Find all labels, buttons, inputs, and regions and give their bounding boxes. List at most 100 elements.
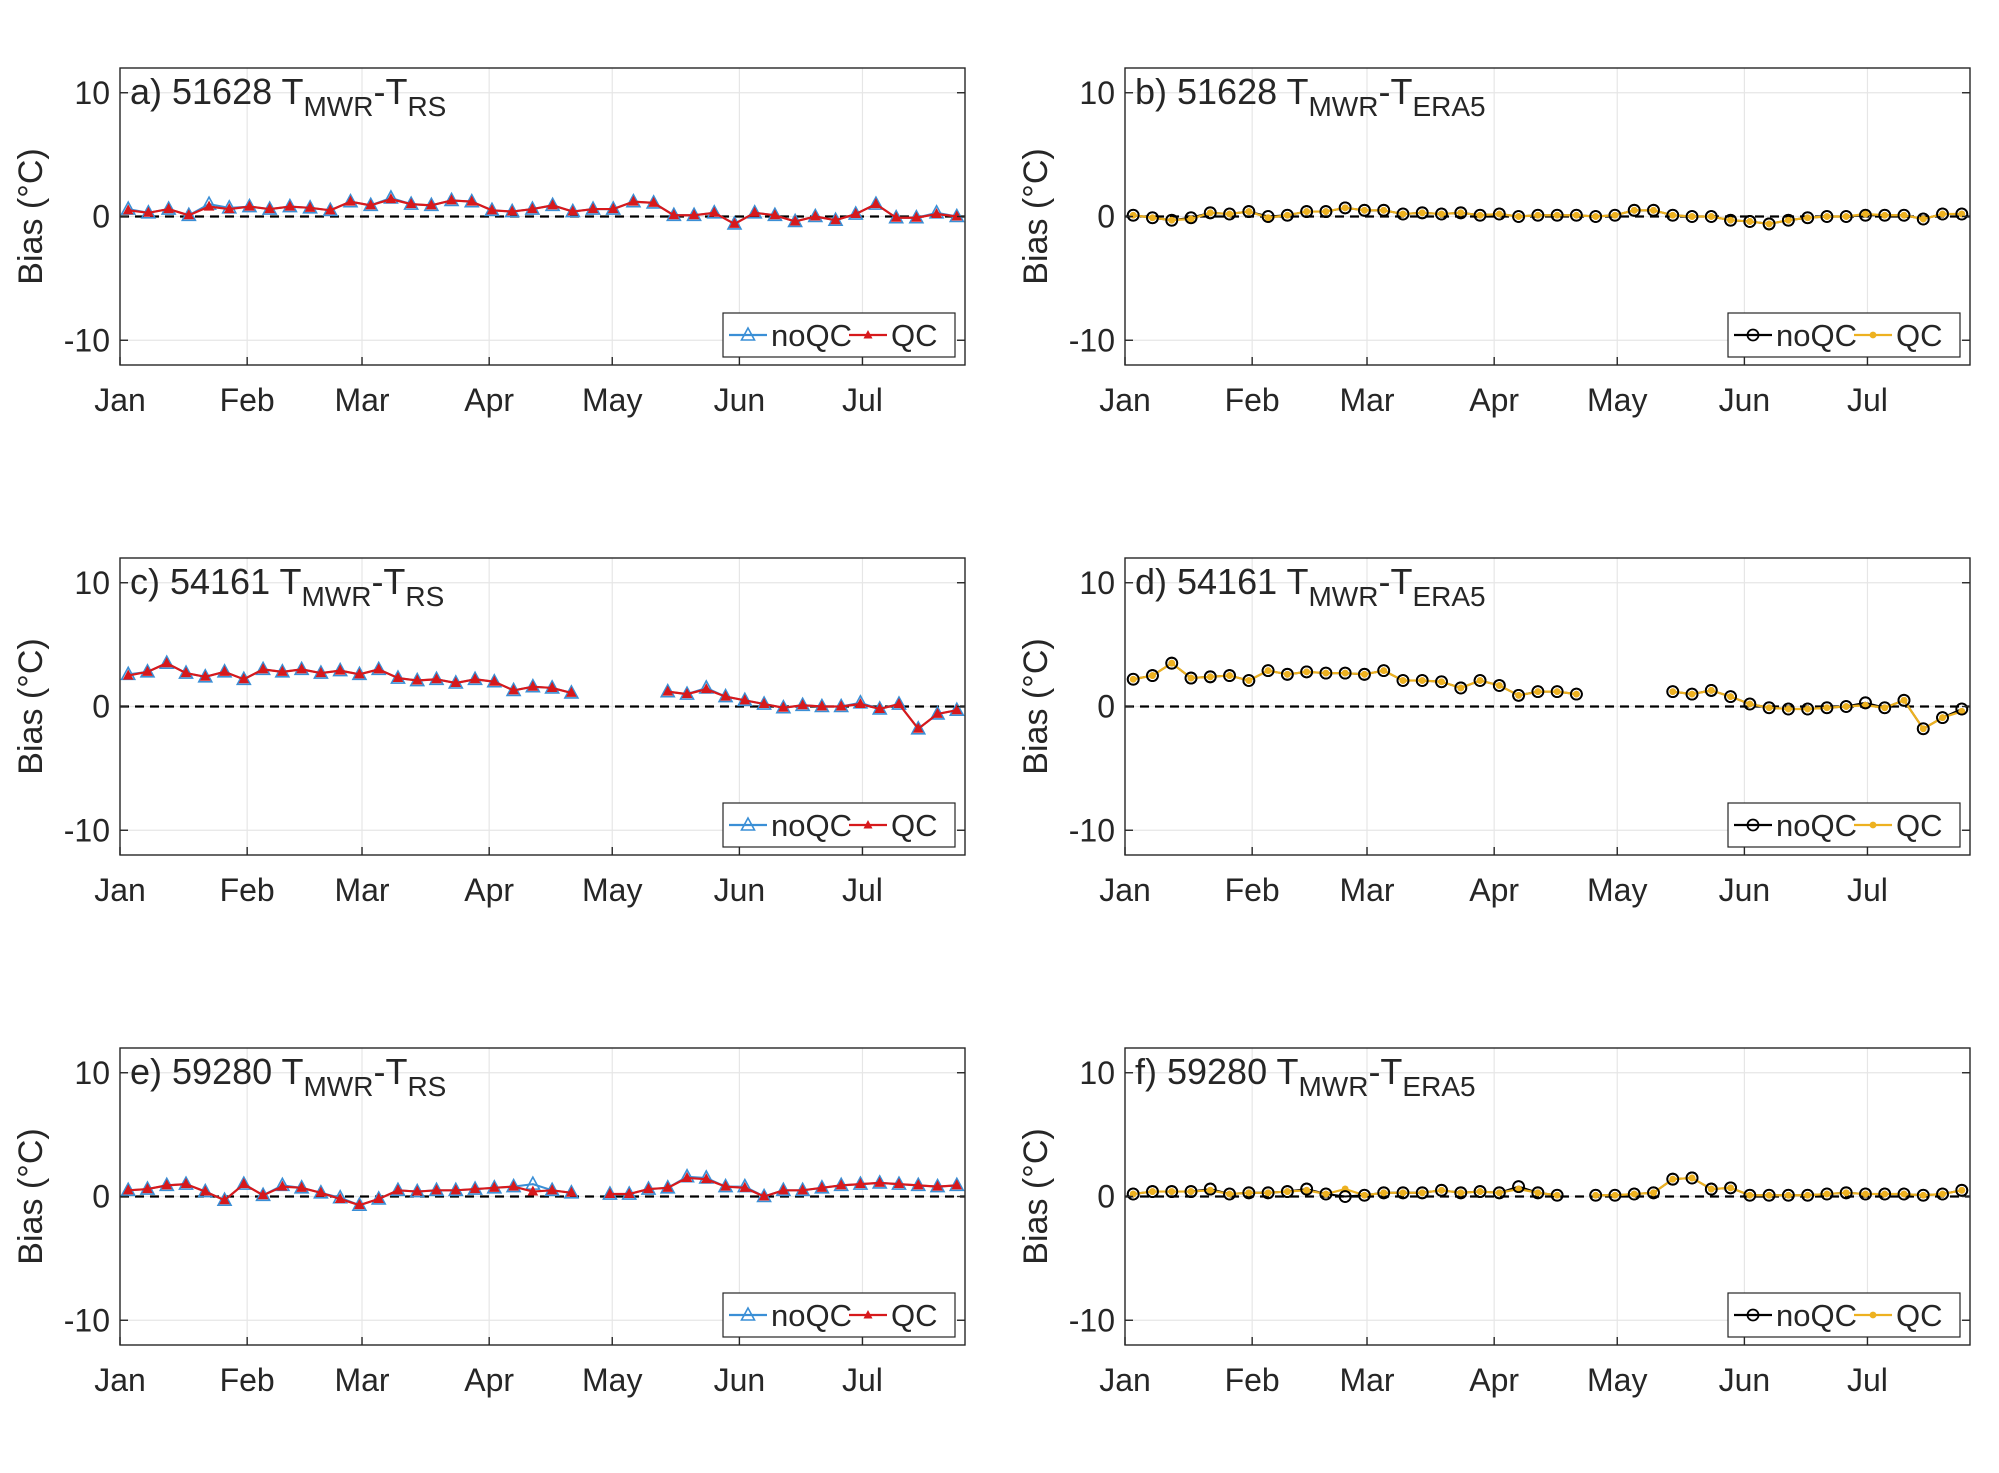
y-axis-label: Bias (°C) (12, 148, 50, 284)
data-point (720, 1180, 731, 1191)
data-point (411, 674, 423, 685)
data-point (1897, 208, 1911, 222)
data-point (835, 1179, 847, 1190)
data-point (1900, 211, 1908, 219)
data-point (469, 673, 481, 684)
data-point (1473, 208, 1487, 222)
data-point (1573, 211, 1580, 219)
data-point (277, 1180, 288, 1191)
x-tick-label: Feb (1225, 382, 1280, 418)
y-tick-label: 10 (1079, 75, 1115, 111)
y-tick-label: 10 (74, 75, 110, 111)
x-tick-label: Jan (1099, 382, 1151, 418)
data-point (1650, 206, 1657, 214)
data-point (870, 198, 882, 209)
data-point (1226, 672, 1233, 679)
data-point (296, 1181, 307, 1192)
data-point (1242, 205, 1256, 218)
data-point (199, 1185, 211, 1196)
data-point (1839, 700, 1853, 713)
data-point (1900, 696, 1908, 704)
data-point (1223, 669, 1236, 682)
legend-marker (740, 1306, 756, 1321)
panel-title: d) 54161 TMWR-TERA5 (1135, 561, 1486, 612)
data-point (1727, 693, 1734, 700)
data-point (659, 682, 676, 698)
x-tick-label: Jan (1099, 872, 1151, 908)
x-tick-label: Feb (1225, 872, 1280, 908)
y-axis-label: Bias (°C) (1017, 638, 1055, 774)
data-point (931, 207, 942, 219)
panel-e: 10 0 -10 Jan Feb Mar Apr May Jun Jul Bias (°C) e) 5… (12, 1047, 966, 1398)
data-point (1881, 704, 1889, 712)
data-point (332, 661, 349, 677)
series-QC (122, 193, 963, 228)
data-point (1415, 674, 1429, 687)
data-point (1396, 674, 1410, 687)
data-point (508, 1180, 519, 1191)
data-point (1377, 203, 1391, 217)
data-point (1553, 211, 1561, 219)
data-point (1746, 700, 1754, 708)
data-point (855, 697, 866, 709)
data-point (370, 660, 387, 676)
data-point (739, 1181, 751, 1192)
data-point (1859, 1187, 1872, 1201)
data-point (431, 673, 442, 684)
data-point (1438, 210, 1445, 218)
legend: noQC QC (722, 1292, 956, 1338)
data-point (1322, 669, 1330, 677)
data-point (932, 1180, 943, 1191)
data-point (1415, 206, 1429, 220)
data-point (1418, 209, 1426, 217)
data-point (948, 701, 965, 717)
data-point (797, 699, 808, 710)
data-point (1303, 208, 1311, 215)
x-tick-label: Mar (1339, 872, 1394, 908)
data-point (567, 205, 579, 216)
data-point (1203, 670, 1217, 684)
data-point (912, 1179, 924, 1190)
data-point (1415, 1186, 1429, 1200)
y-tick-label: 10 (1079, 1055, 1115, 1091)
data-point (1859, 696, 1872, 710)
data-point (241, 197, 258, 213)
data-point (1650, 1189, 1657, 1197)
data-point (1476, 211, 1484, 219)
legend-label: QC (891, 808, 938, 843)
series-QC (1129, 1174, 1966, 1199)
data-point (729, 217, 740, 228)
data-point (1570, 208, 1583, 222)
x-tick-label: Apr (1469, 382, 1519, 418)
data-point (216, 663, 233, 678)
data-point (1358, 667, 1371, 681)
data-point (1303, 1186, 1311, 1194)
title-subscript: ERA5 (1402, 1071, 1475, 1102)
legend: noQC QC (722, 312, 956, 358)
data-point (544, 1181, 560, 1197)
data-point (354, 1199, 365, 1210)
data-point (1669, 1175, 1677, 1183)
data-point (1168, 216, 1176, 224)
x-tick-label: May (1587, 872, 1647, 908)
x-tick-label: Jan (94, 382, 146, 418)
data-point (948, 1176, 965, 1192)
data-point (835, 700, 847, 711)
data-point (1939, 714, 1946, 722)
title-subscript: MWR (303, 1071, 373, 1102)
series-QC (122, 657, 963, 733)
data-point (1495, 1189, 1503, 1197)
data-point (1512, 688, 1525, 702)
data-point (293, 660, 310, 676)
y-tick-label: 0 (1097, 199, 1115, 235)
data-point (1300, 665, 1314, 679)
y-axis-label: Bias (°C) (1017, 148, 1055, 284)
legend: noQC QC (722, 802, 956, 848)
data-point (1283, 670, 1291, 678)
data-point (1399, 1189, 1407, 1197)
data-point (1358, 203, 1371, 217)
data-point (1264, 667, 1272, 675)
data-point (1226, 1190, 1233, 1198)
data-point (1492, 679, 1506, 692)
data-point (1919, 1191, 1927, 1199)
